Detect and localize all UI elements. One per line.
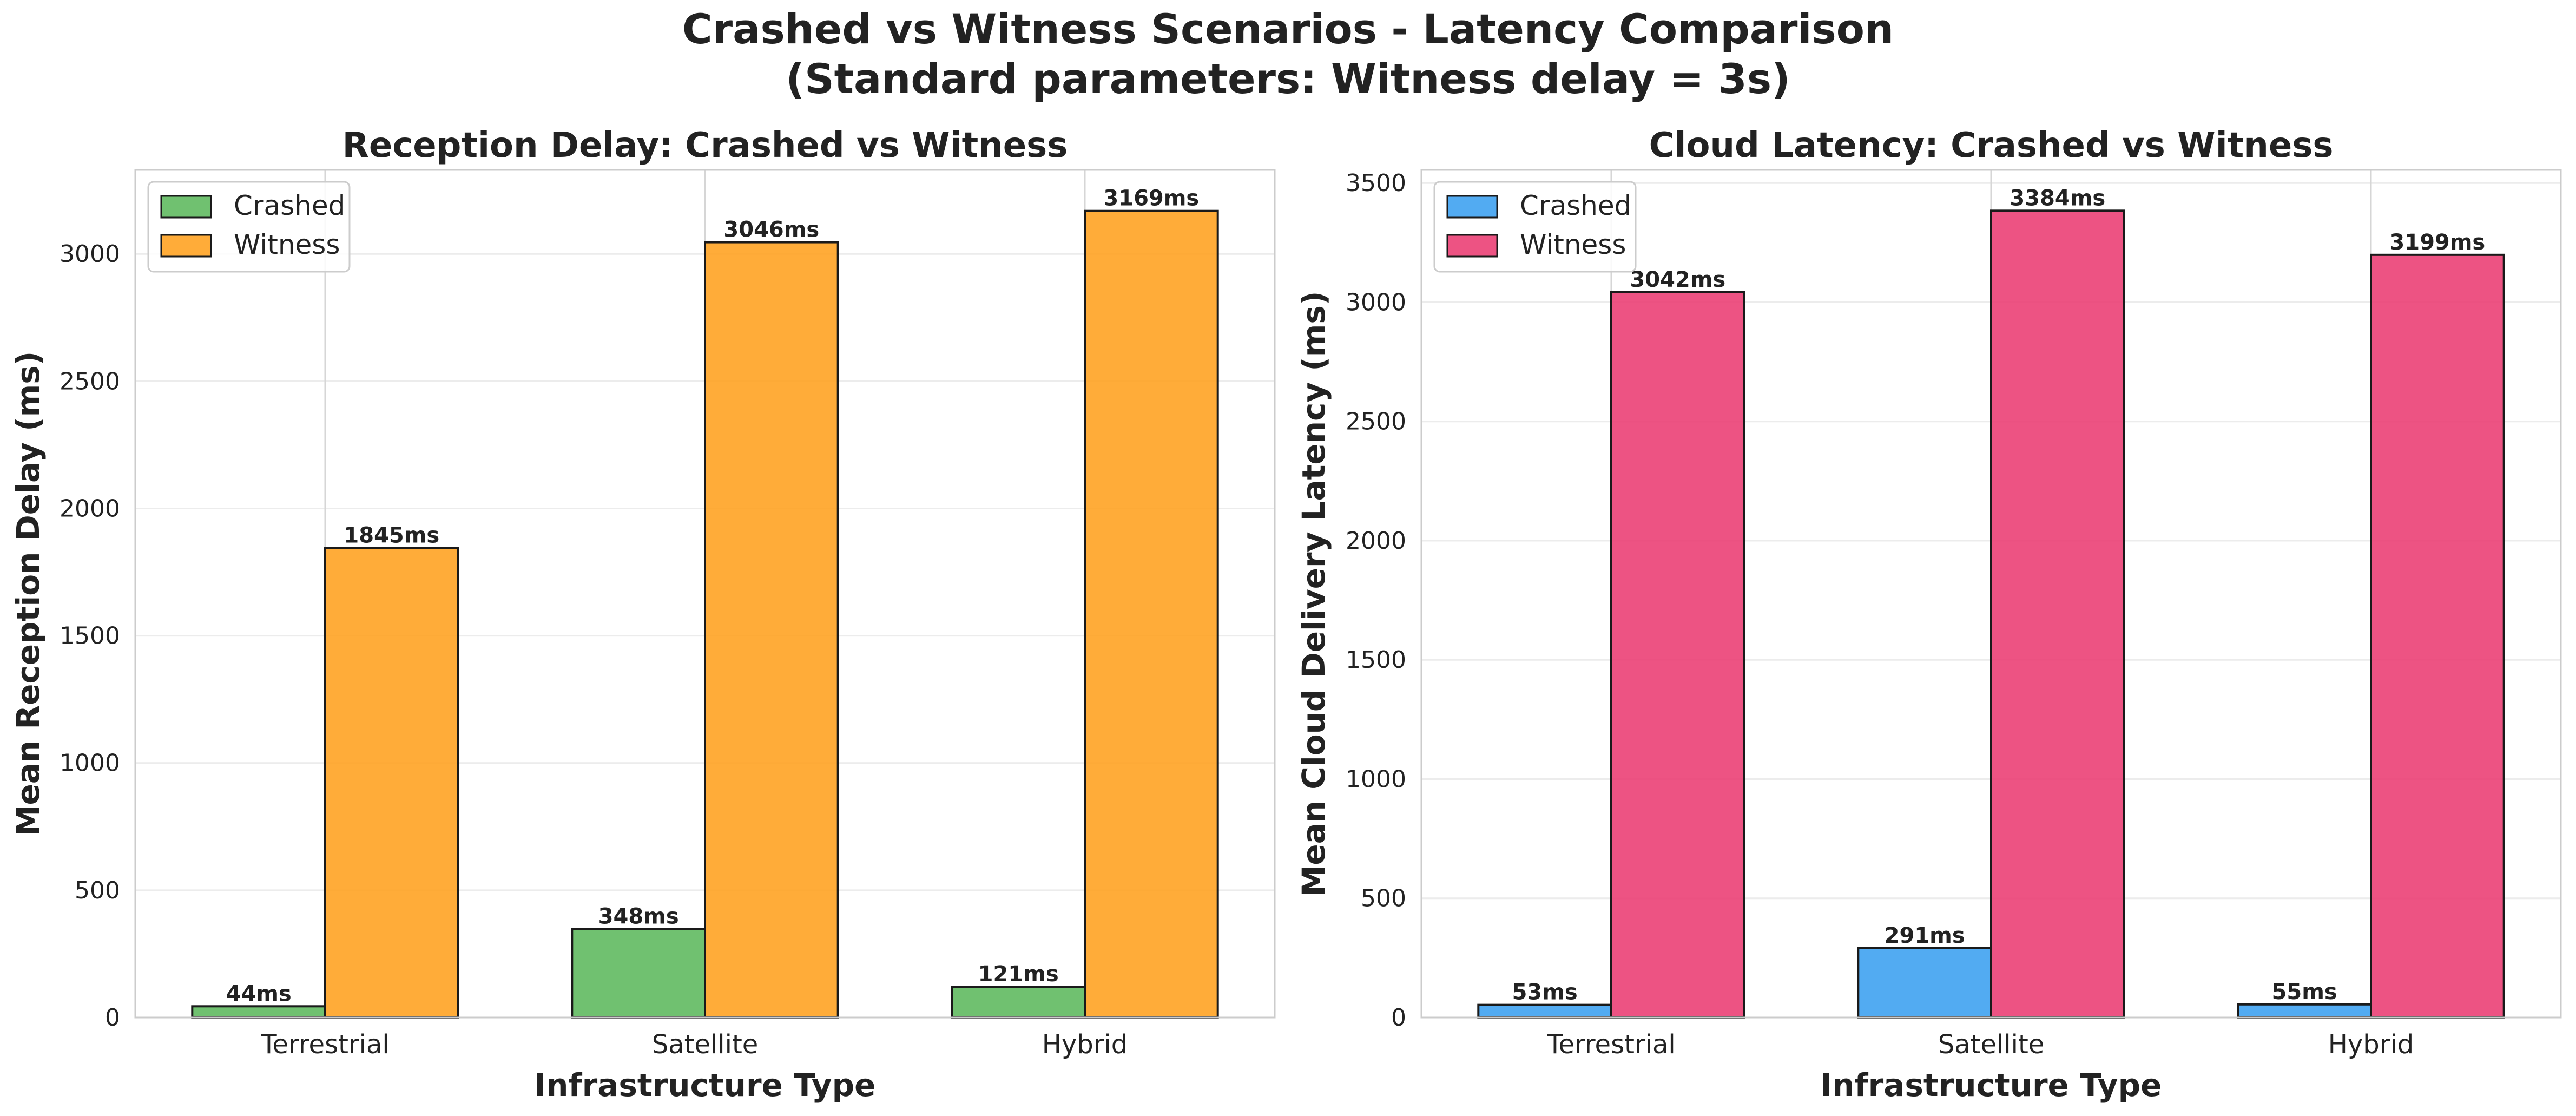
chart1-y-tick-label: 2000: [60, 495, 120, 522]
chart1-bar-value-label: 3169ms: [1103, 186, 1199, 211]
chart1-title: Reception Delay: Crashed vs Witness: [342, 126, 1068, 166]
chart2-bar-witness: [1990, 209, 2125, 1019]
chart1-y-tick-label: 3000: [60, 240, 120, 268]
chart2-title: Cloud Latency: Crashed vs Witness: [1649, 126, 2334, 166]
chart2-x-tick-label: Satellite: [1938, 1029, 2045, 1060]
chart1-axes-frame: [134, 169, 1276, 1019]
chart1-bar-value-label: 121ms: [978, 962, 1059, 987]
chart1-bar-crashed: [951, 986, 1086, 1019]
chart2-bar-value-label: 3042ms: [1630, 267, 1725, 292]
chart2-y-tick-label: 2500: [1346, 408, 1406, 436]
chart2-bar-crashed: [2237, 1003, 2372, 1019]
chart1-legend-label-witness: Witness: [234, 229, 340, 260]
chart2-bar-value-label: 3199ms: [2389, 230, 2485, 255]
chart1-y-tick-label: 1000: [60, 750, 120, 777]
chart2-y-tick-label: 0: [1391, 1004, 1406, 1032]
chart2-bar-value-label: 55ms: [2272, 980, 2337, 1005]
figure-title-line-1: Crashed vs Witness Scenarios - Latency C…: [682, 5, 1894, 53]
chart2-legend-label-crashed: Crashed: [1520, 190, 1631, 221]
chart2-bar-value-label: 3384ms: [2010, 186, 2105, 211]
chart1-y-tick-label: 2500: [60, 367, 120, 395]
chart2-y-axis-label: Mean Cloud Delivery Latency (ms): [1295, 291, 1332, 897]
chart2-bar-value-label: 291ms: [1885, 923, 1965, 948]
chart2-y-tick-label: 500: [1361, 885, 1406, 913]
chart1-bar-value-label: 348ms: [598, 904, 679, 929]
chart2-y-tick-label: 3500: [1346, 169, 1406, 197]
chart2-x-axis-label: Infrastructure Type: [1821, 1067, 2162, 1104]
chart1-bar-witness: [324, 547, 459, 1019]
figure-title-line-2: (Standard parameters: Witness delay = 3s…: [786, 55, 1790, 103]
figure-title: Crashed vs Witness Scenarios - Latency C…: [0, 4, 2576, 104]
chart1-y-tick-label: 0: [105, 1004, 120, 1032]
chart2-y-tick-label: 1500: [1346, 646, 1406, 674]
chart1-y-axis-label: Mean Reception Delay (ms): [10, 351, 47, 837]
chart1-y-tick-label: 500: [75, 877, 120, 904]
chart2-bar-crashed: [1477, 1003, 1613, 1019]
chart1-bar-crashed: [571, 928, 707, 1019]
chart1-x-tick-label: Satellite: [652, 1029, 759, 1060]
chart2-y-tick-label: 2000: [1346, 527, 1406, 555]
chart2-bar-value-label: 53ms: [1512, 980, 1578, 1005]
chart1-legend-swatch-crashed: [160, 195, 212, 219]
chart2-y-tick-label: 1000: [1346, 765, 1406, 793]
chart2-bar-crashed: [1857, 947, 1993, 1019]
chart2-bar-witness: [1610, 291, 1745, 1019]
chart1-legend-label-crashed: Crashed: [234, 190, 345, 221]
chart2-legend-swatch-witness: [1446, 234, 1498, 258]
chart1-y-tick-label: 1500: [60, 622, 120, 650]
chart2-y-tick-label: 3000: [1346, 288, 1406, 316]
chart1-bar-value-label: 3046ms: [723, 218, 819, 242]
chart2-bar-witness: [2370, 253, 2505, 1019]
chart2-legend-label-witness: Witness: [1520, 229, 1626, 260]
chart1-bar-witness: [1084, 209, 1219, 1019]
chart1-bar-value-label: 44ms: [226, 981, 292, 1006]
chart1-bar-value-label: 1845ms: [344, 523, 439, 548]
chart1-x-tick-label: Terrestrial: [260, 1029, 389, 1060]
chart2-x-tick-label: Terrestrial: [1546, 1029, 1675, 1060]
chart1-x-tick-label: Hybrid: [1042, 1029, 1128, 1060]
chart2-x-tick-label: Hybrid: [2328, 1029, 2414, 1060]
chart2-axes-frame: [1420, 169, 2562, 1019]
chart1-bar-crashed: [191, 1005, 326, 1019]
chart2-legend-swatch-crashed: [1446, 195, 1498, 219]
chart1-bar-witness: [704, 241, 839, 1019]
chart1-legend-swatch-witness: [160, 234, 212, 258]
chart1-x-axis-label: Infrastructure Type: [535, 1067, 876, 1104]
